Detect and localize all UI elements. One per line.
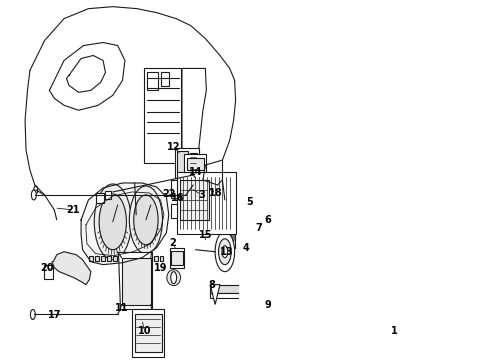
Circle shape xyxy=(171,272,176,284)
Text: 19: 19 xyxy=(154,263,167,273)
Polygon shape xyxy=(226,228,235,248)
Text: 18: 18 xyxy=(209,188,223,198)
FancyBboxPatch shape xyxy=(161,72,170,86)
Circle shape xyxy=(189,169,192,175)
Circle shape xyxy=(129,186,163,254)
FancyBboxPatch shape xyxy=(132,310,164,357)
FancyBboxPatch shape xyxy=(170,248,184,268)
Text: 17: 17 xyxy=(48,310,61,320)
FancyBboxPatch shape xyxy=(135,315,162,352)
FancyBboxPatch shape xyxy=(124,256,128,261)
Text: 16: 16 xyxy=(172,193,185,203)
Circle shape xyxy=(354,249,380,301)
FancyBboxPatch shape xyxy=(130,256,134,261)
Circle shape xyxy=(308,257,325,293)
FancyBboxPatch shape xyxy=(154,256,158,261)
Text: 10: 10 xyxy=(138,327,151,336)
Polygon shape xyxy=(182,68,206,155)
Circle shape xyxy=(30,310,35,319)
FancyBboxPatch shape xyxy=(142,256,146,261)
Text: 22: 22 xyxy=(162,189,175,199)
Circle shape xyxy=(222,246,228,258)
Text: 8: 8 xyxy=(208,280,215,289)
Circle shape xyxy=(333,257,350,293)
Polygon shape xyxy=(122,258,151,305)
FancyBboxPatch shape xyxy=(190,153,196,173)
FancyBboxPatch shape xyxy=(107,256,111,261)
Circle shape xyxy=(134,195,158,245)
FancyBboxPatch shape xyxy=(179,180,209,220)
FancyBboxPatch shape xyxy=(304,232,380,318)
Ellipse shape xyxy=(167,270,180,285)
FancyBboxPatch shape xyxy=(148,256,152,261)
FancyBboxPatch shape xyxy=(96,193,103,203)
Circle shape xyxy=(243,202,258,234)
Text: 9: 9 xyxy=(265,300,271,310)
Text: 21: 21 xyxy=(66,205,79,215)
Circle shape xyxy=(263,226,272,244)
FancyBboxPatch shape xyxy=(172,180,177,198)
FancyBboxPatch shape xyxy=(172,251,183,265)
FancyBboxPatch shape xyxy=(101,256,105,261)
Text: 13: 13 xyxy=(220,247,234,257)
FancyBboxPatch shape xyxy=(187,158,204,170)
FancyBboxPatch shape xyxy=(176,151,188,173)
Circle shape xyxy=(226,230,234,246)
Polygon shape xyxy=(81,183,169,265)
FancyBboxPatch shape xyxy=(184,154,206,172)
Circle shape xyxy=(31,190,36,200)
Text: 14: 14 xyxy=(189,167,202,177)
Text: 3: 3 xyxy=(198,190,205,200)
Circle shape xyxy=(228,234,232,242)
Circle shape xyxy=(261,220,275,250)
Text: 5: 5 xyxy=(246,197,253,207)
FancyBboxPatch shape xyxy=(172,204,177,218)
FancyBboxPatch shape xyxy=(44,265,53,279)
Text: 1: 1 xyxy=(391,327,398,336)
Circle shape xyxy=(192,182,195,188)
Circle shape xyxy=(94,184,131,260)
Circle shape xyxy=(329,249,354,301)
FancyBboxPatch shape xyxy=(105,191,111,199)
Text: 4: 4 xyxy=(243,243,250,253)
FancyBboxPatch shape xyxy=(242,248,256,270)
Circle shape xyxy=(245,208,255,228)
Text: 6: 6 xyxy=(265,215,271,225)
Circle shape xyxy=(34,186,38,194)
Text: 12: 12 xyxy=(168,142,181,152)
FancyBboxPatch shape xyxy=(240,244,258,274)
Text: 20: 20 xyxy=(40,263,54,273)
Circle shape xyxy=(99,194,126,250)
FancyBboxPatch shape xyxy=(210,293,273,298)
Text: 11: 11 xyxy=(115,302,128,312)
Text: 7: 7 xyxy=(256,223,262,233)
Text: 2: 2 xyxy=(170,238,176,248)
FancyBboxPatch shape xyxy=(335,319,349,329)
Polygon shape xyxy=(52,252,91,285)
FancyBboxPatch shape xyxy=(119,256,122,261)
Circle shape xyxy=(219,239,231,265)
Circle shape xyxy=(358,257,376,293)
FancyBboxPatch shape xyxy=(210,285,273,293)
Circle shape xyxy=(215,232,235,272)
FancyBboxPatch shape xyxy=(89,256,93,261)
FancyBboxPatch shape xyxy=(136,256,140,261)
FancyBboxPatch shape xyxy=(177,172,236,234)
FancyBboxPatch shape xyxy=(95,256,99,261)
FancyBboxPatch shape xyxy=(113,256,117,261)
FancyBboxPatch shape xyxy=(160,256,164,261)
Circle shape xyxy=(304,249,329,301)
FancyBboxPatch shape xyxy=(147,72,158,90)
FancyBboxPatch shape xyxy=(300,225,383,324)
Polygon shape xyxy=(210,285,220,305)
Polygon shape xyxy=(118,252,152,310)
Text: 15: 15 xyxy=(198,230,212,240)
FancyBboxPatch shape xyxy=(145,68,181,163)
FancyBboxPatch shape xyxy=(175,148,198,178)
